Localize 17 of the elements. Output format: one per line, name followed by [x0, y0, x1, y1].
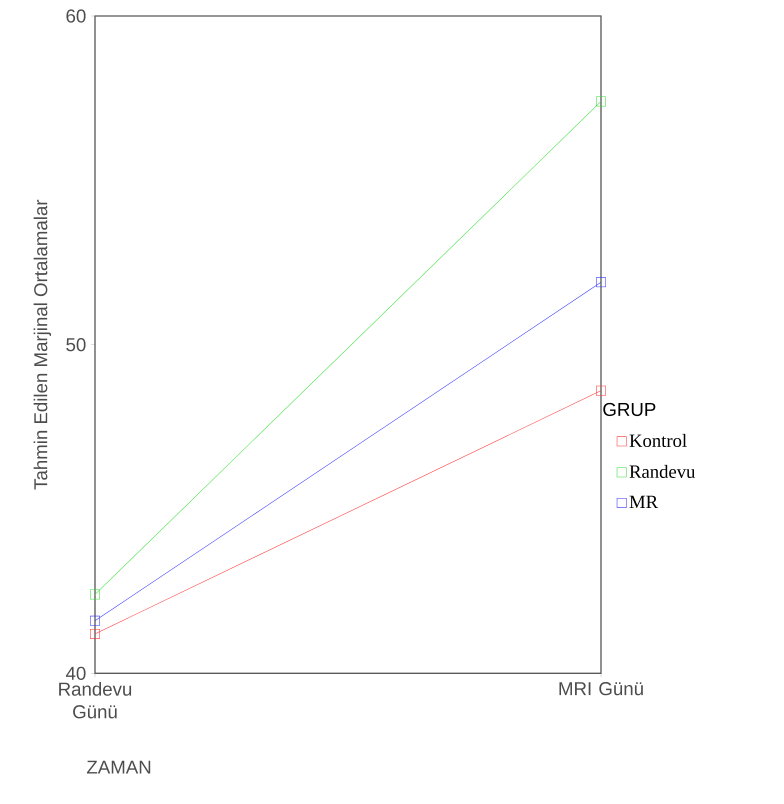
y-axis-title: Tahmin Edilen Marjinal Ortalamalar: [34, 200, 52, 490]
y-tick-label: 40: [66, 666, 86, 680]
legend-title: GRUP: [603, 402, 656, 416]
point: [596, 96, 606, 106]
x-tick-label: Randevu Günü: [59, 682, 132, 718]
legend-label: MR: [630, 496, 658, 508]
point: [90, 628, 100, 639]
x-axis-title: ZAMAN: [86, 760, 150, 774]
y-tick-label: 50: [66, 338, 86, 352]
point: [90, 590, 100, 600]
x-tick-label: MRI Günü: [559, 682, 643, 696]
y-tick-label: 60: [66, 9, 86, 23]
point: [596, 277, 606, 288]
point: [90, 616, 100, 626]
legend-label: Randevu: [630, 464, 696, 478]
point: [596, 386, 606, 396]
legend-label: Kontrol: [630, 434, 687, 448]
